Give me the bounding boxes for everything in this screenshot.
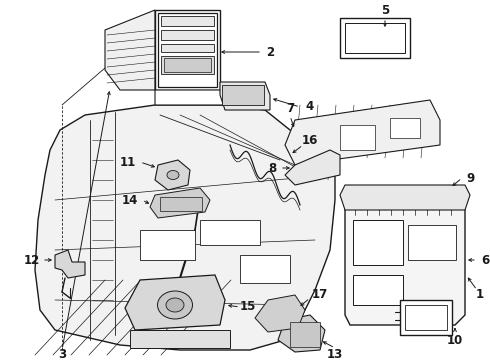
Polygon shape — [105, 10, 155, 90]
Bar — [200, 220, 260, 245]
Bar — [161, 44, 214, 52]
Bar — [161, 30, 214, 40]
Polygon shape — [345, 195, 465, 325]
Ellipse shape — [157, 291, 193, 319]
Polygon shape — [255, 295, 305, 332]
Bar — [240, 255, 290, 283]
Text: 6: 6 — [481, 253, 489, 266]
Text: 9: 9 — [466, 171, 474, 184]
Bar — [161, 56, 214, 74]
Polygon shape — [155, 90, 225, 105]
Text: 5: 5 — [381, 4, 389, 17]
Polygon shape — [155, 160, 190, 190]
Polygon shape — [150, 188, 210, 218]
Bar — [164, 58, 211, 72]
Bar — [400, 300, 452, 335]
Bar — [340, 125, 375, 150]
Bar — [161, 16, 214, 26]
Ellipse shape — [167, 171, 179, 180]
Bar — [222, 85, 264, 105]
Text: 15: 15 — [240, 301, 256, 314]
Text: 10: 10 — [447, 333, 463, 346]
Polygon shape — [285, 100, 440, 165]
Text: 1: 1 — [476, 288, 484, 302]
Text: 17: 17 — [312, 288, 328, 302]
Text: 13: 13 — [327, 348, 343, 360]
Bar — [130, 330, 230, 348]
Bar — [140, 230, 195, 260]
Bar — [160, 197, 202, 211]
Text: 14: 14 — [122, 194, 138, 207]
Text: 2: 2 — [266, 45, 274, 58]
Polygon shape — [220, 82, 270, 110]
Polygon shape — [285, 150, 340, 185]
Text: 8: 8 — [268, 162, 276, 175]
Text: 3: 3 — [58, 348, 66, 360]
Bar — [405, 305, 447, 330]
Text: 16: 16 — [302, 134, 318, 147]
Bar — [408, 225, 456, 260]
Text: 4: 4 — [306, 100, 314, 113]
Polygon shape — [125, 275, 225, 330]
Bar — [340, 18, 410, 58]
Ellipse shape — [166, 298, 184, 312]
Bar — [158, 13, 217, 87]
Text: 7: 7 — [286, 102, 294, 114]
Text: 11: 11 — [120, 156, 136, 168]
Polygon shape — [55, 250, 85, 278]
Polygon shape — [340, 185, 470, 210]
Polygon shape — [155, 10, 220, 90]
Bar — [353, 275, 403, 305]
Polygon shape — [278, 315, 325, 352]
Bar — [290, 322, 320, 347]
Bar — [353, 220, 403, 265]
Bar — [345, 23, 405, 53]
Text: 12: 12 — [24, 253, 40, 266]
Polygon shape — [35, 105, 335, 350]
Bar — [155, 280, 200, 305]
Bar — [390, 118, 420, 138]
